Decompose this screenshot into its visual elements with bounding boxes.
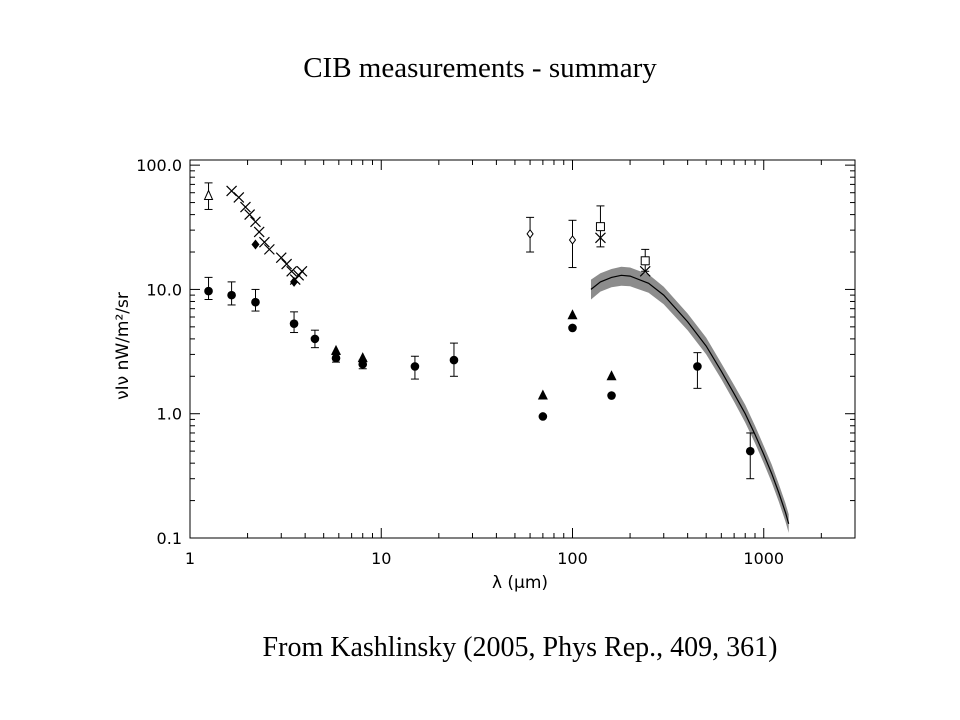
filled-circle-point bbox=[331, 353, 341, 363]
x-point bbox=[281, 258, 293, 270]
x-tick-label: 100 bbox=[557, 549, 588, 568]
filled-circle-point bbox=[607, 391, 616, 400]
x-point bbox=[233, 191, 245, 203]
filled-circle-point bbox=[745, 446, 755, 456]
filled-circle-point bbox=[289, 319, 299, 328]
filled-circle-point bbox=[204, 286, 213, 296]
open-diamond-point bbox=[526, 229, 534, 239]
filled-triangle-point bbox=[331, 344, 342, 355]
filled-circle-point bbox=[227, 290, 236, 300]
x-point bbox=[244, 209, 256, 221]
filled-circle-point bbox=[410, 362, 420, 371]
y-tick-label: 10.0 bbox=[146, 280, 182, 299]
y-tick-label: 1.0 bbox=[157, 405, 182, 424]
x-tick-label: 1 bbox=[185, 549, 195, 568]
open-diamond-point bbox=[568, 235, 577, 245]
x-point bbox=[286, 265, 298, 277]
x-point bbox=[263, 243, 275, 255]
x-point bbox=[240, 201, 251, 213]
filled-circle-point bbox=[310, 334, 320, 344]
open-square-point bbox=[640, 256, 650, 266]
open-triangle-point bbox=[203, 189, 214, 200]
x-point bbox=[250, 216, 261, 228]
model-curve bbox=[590, 274, 790, 524]
filled-circle-point bbox=[693, 362, 702, 371]
filled-triangle-point bbox=[537, 389, 548, 400]
model-band-layer bbox=[590, 266, 790, 533]
x-point bbox=[253, 226, 265, 238]
filled-circle-point bbox=[568, 323, 577, 333]
filled-triangle-point bbox=[357, 352, 368, 363]
x-point bbox=[259, 236, 270, 248]
filled-triangle-point bbox=[567, 309, 578, 320]
filled-circle-point bbox=[538, 412, 548, 421]
y-tick-label: 0.1 bbox=[157, 529, 182, 548]
plot-frame bbox=[189, 159, 856, 539]
x-tick-label: 1000 bbox=[743, 549, 784, 568]
data-marks-layer bbox=[203, 182, 755, 480]
x-point bbox=[296, 265, 308, 277]
cib-chart: 1 10 100 1000 0.1 1.0 10.0 100.0 λ (μm) νIν nW/… bbox=[113, 156, 856, 593]
x-tick-label: 10 bbox=[371, 549, 391, 568]
chart-svg: 1 10 100 1000 0.1 1.0 10.0 100.0 λ (μm) νIν nW/… bbox=[113, 156, 856, 593]
model-uncertainty-band bbox=[591, 266, 789, 533]
x-point bbox=[275, 252, 287, 264]
x-axis-label: λ (μm) bbox=[492, 573, 548, 593]
open-square-point bbox=[595, 222, 605, 232]
y-tick-label: 100.0 bbox=[136, 156, 182, 175]
filled-diamond-point bbox=[251, 239, 260, 250]
filled-circle-point bbox=[251, 297, 260, 307]
y-axis-label: νIν nW/m²/sr bbox=[113, 292, 133, 400]
filled-diamond-point bbox=[290, 276, 299, 287]
filled-triangle-point bbox=[606, 370, 617, 381]
source-citation: From Kashlinsky (2005, Phys Rep., 409, 3… bbox=[262, 632, 778, 663]
slide-title: CIB measurements - summary bbox=[303, 52, 657, 84]
axes-layer: 1 10 100 1000 0.1 1.0 10.0 100.0 bbox=[136, 156, 856, 568]
filled-circle-point bbox=[449, 355, 459, 365]
